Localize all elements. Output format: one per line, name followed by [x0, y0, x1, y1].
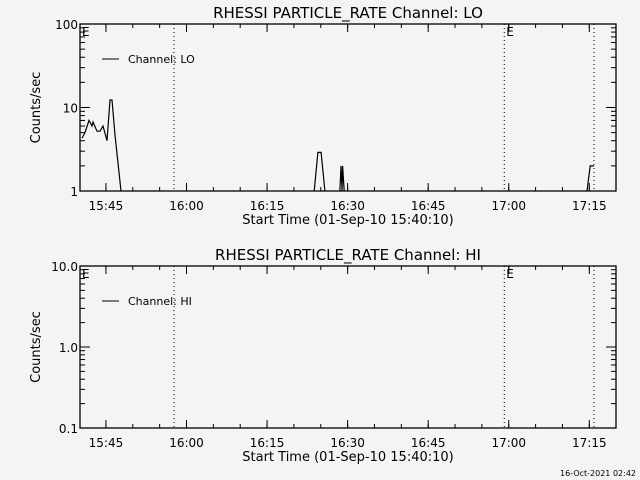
- series-line-segment: [586, 165, 594, 192]
- y-tick-label: 0.1: [59, 422, 78, 436]
- legend-label: Channel: LO: [128, 53, 195, 66]
- y-tick-label: 1: [70, 185, 78, 199]
- x-axis-label: Start Time (01-Sep-10 15:40:10): [242, 213, 453, 228]
- x-tick-label: 16:45: [411, 436, 446, 450]
- x-tick-label: 16:00: [169, 199, 204, 213]
- x-tick-label: 16:15: [250, 436, 285, 450]
- chart-title: RHESSI PARTICLE_RATE Channel: LO: [213, 4, 483, 23]
- x-tick-label: 16:00: [169, 436, 204, 450]
- y-tick-label: 10: [63, 102, 78, 116]
- y-axis-label: Counts/sec: [29, 311, 44, 383]
- legend-label: Channel: HI: [128, 295, 192, 308]
- x-tick-label: 17:00: [491, 436, 526, 450]
- series-line-segment: [339, 165, 345, 192]
- y-axis-label: Counts/sec: [29, 72, 44, 144]
- x-tick-label: 17:15: [572, 199, 607, 213]
- y-tick-label: 1.0: [59, 341, 78, 355]
- event-marker-label: E: [506, 25, 514, 39]
- x-tick-label: 15:45: [89, 199, 124, 213]
- x-tick-label: 15:45: [89, 436, 124, 450]
- start-marker-label: E: [82, 25, 90, 39]
- x-tick-label: 16:45: [411, 199, 446, 213]
- footer-timestamp: 16-Oct-2021 02:42: [560, 469, 636, 478]
- y-tick-label: 10.0: [51, 260, 78, 274]
- y-tick-label: 100: [55, 18, 78, 32]
- event-marker-label: E: [506, 267, 514, 281]
- x-axis-label: Start Time (01-Sep-10 15:40:10): [242, 450, 453, 465]
- x-tick-label: 16:15: [250, 199, 285, 213]
- series-line-segment: [81, 99, 122, 192]
- x-tick-label: 16:30: [330, 199, 365, 213]
- series-line-segment: [313, 151, 326, 192]
- start-marker-label: E: [82, 267, 90, 281]
- x-tick-label: 17:15: [572, 436, 607, 450]
- chart-title: RHESSI PARTICLE_RATE Channel: HI: [215, 246, 481, 265]
- plot-frame: [79, 265, 617, 429]
- x-tick-label: 16:30: [330, 436, 365, 450]
- plot-frame: [79, 23, 617, 192]
- x-tick-label: 17:00: [491, 199, 526, 213]
